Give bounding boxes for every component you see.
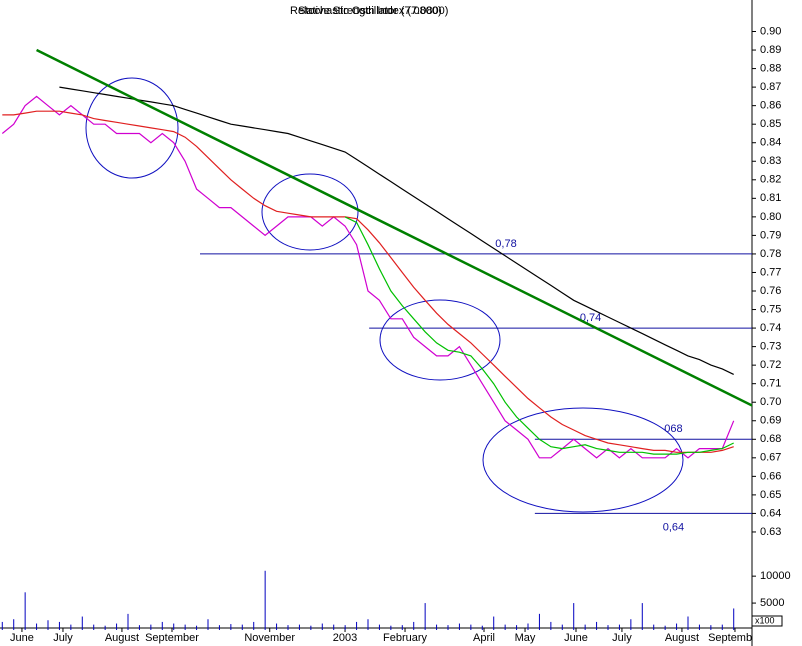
y-tick-label: 0.87 [760, 81, 781, 93]
y-tick-label: 0.85 [760, 118, 781, 130]
y-tick-label: 0.90 [760, 25, 781, 37]
y-tick-label: 0.86 [760, 100, 781, 112]
x-tick-label: August [105, 632, 139, 644]
x-tick-label: November [244, 632, 295, 644]
y-tick-label: 0.80 [760, 211, 781, 223]
series-line [2, 110, 734, 453]
x-tick-label: July [53, 632, 73, 644]
x-tick-label: 2003 [333, 632, 357, 644]
y-tick-label: 0.75 [760, 303, 781, 315]
y-tick-label: 0.65 [760, 489, 781, 501]
y-tick-label: 0.84 [760, 137, 781, 149]
y-tick-label: 0.83 [760, 155, 781, 167]
chart-subtitle: Stochastic Oscillator (7.0800) [298, 5, 442, 17]
volume-unit: x100 [755, 615, 775, 625]
y-tick-label: 0.68 [760, 433, 781, 445]
y-tick-label: 0.63 [760, 526, 781, 538]
plot-area: June July August September November 2003 Febru… [1, 48, 762, 644]
level-label: 0,64 [663, 521, 684, 533]
y-tick-label: 0.64 [760, 507, 781, 519]
level-label: 068 [664, 423, 682, 435]
x-tick-label: February [383, 632, 428, 644]
y-tick-label: 0.76 [760, 285, 781, 297]
y-tick-label: 0.67 [760, 452, 781, 464]
y-tick-label: 0.72 [760, 359, 781, 371]
y-tick-label: 0.70 [760, 396, 781, 408]
highlight-ellipses [85, 77, 684, 513]
y-tick-label: 0.89 [760, 44, 781, 56]
y-tick-label: 0.73 [760, 341, 781, 353]
x-tick-label: April [473, 632, 495, 644]
y-tick-label: 0.79 [760, 229, 781, 241]
level-label: 0,78 [495, 238, 516, 250]
x-tick-label: July [612, 632, 632, 644]
y-tick-label: 0.81 [760, 192, 781, 204]
y-tick-label: 0.71 [760, 378, 781, 390]
y-tick-label: 5000 [760, 597, 784, 609]
y-tick-label: 0.69 [760, 415, 781, 427]
y-tick-label: 0.82 [760, 174, 781, 186]
y-tick-label: 0.77 [760, 266, 781, 278]
x-tick-label: September [708, 632, 762, 644]
chart-title: Relative Strength Index (7.0800) [290, 5, 448, 17]
y-tick-label: 10000 [760, 570, 791, 582]
series-line [59, 86, 734, 375]
x-tick-label: August [665, 632, 699, 644]
level-label: 0,74 [580, 312, 601, 324]
y-tick-label: 0.88 [760, 62, 781, 74]
x-tick-label: May [515, 632, 536, 644]
x-tick-label: June [10, 632, 34, 644]
unit-box [751, 615, 783, 627]
y-tick-label: 0.74 [760, 322, 781, 334]
y-tick-label: 0.78 [760, 248, 781, 260]
series-line [1, 95, 735, 459]
y-tick-label: 0.66 [760, 470, 781, 482]
series-line [344, 216, 734, 455]
trend-line [36, 48, 752, 407]
x-tick-label: September [145, 632, 199, 644]
x-tick-label: June [564, 632, 588, 644]
